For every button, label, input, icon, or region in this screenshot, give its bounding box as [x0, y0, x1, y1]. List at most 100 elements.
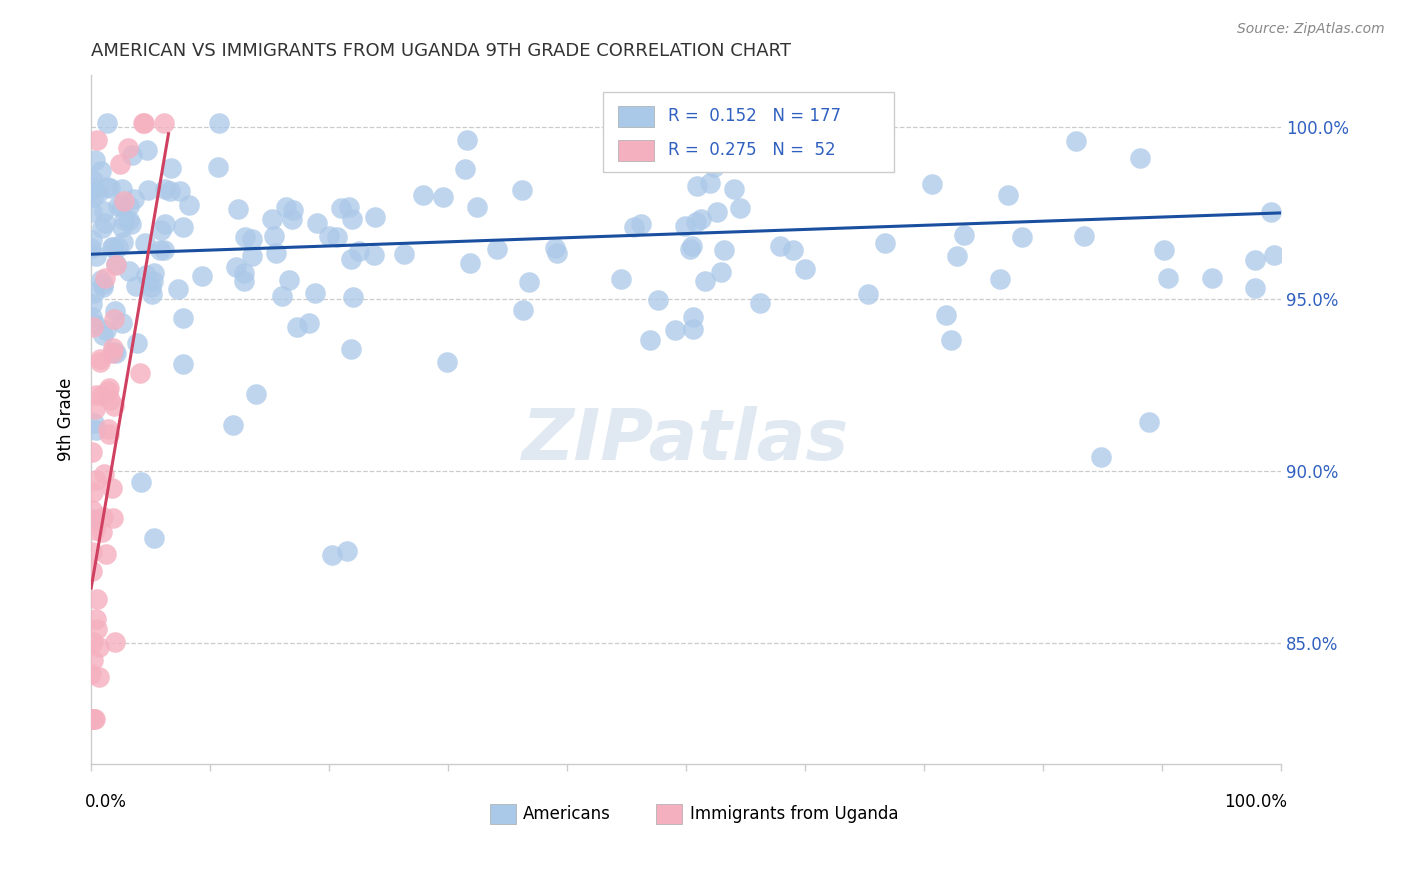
Point	[132, 116, 155, 130]
Text: AMERICAN VS IMMIGRANTS FROM UGANDA 9TH GRADE CORRELATION CHART: AMERICAN VS IMMIGRANTS FROM UGANDA 9TH G…	[91, 42, 792, 60]
Point	[623, 219, 645, 234]
Point	[96, 116, 118, 130]
Point	[326, 230, 349, 244]
Point	[89, 355, 111, 369]
Point	[82, 310, 104, 324]
Point	[546, 246, 568, 260]
Point	[97, 421, 120, 435]
Point	[91, 280, 114, 294]
Point	[91, 327, 114, 342]
Point	[80, 180, 103, 194]
Point	[120, 217, 142, 231]
Point	[97, 426, 120, 441]
Point	[103, 312, 125, 326]
Point	[321, 549, 343, 563]
Point	[706, 205, 728, 219]
Point	[80, 564, 103, 578]
Text: R =  0.152   N = 177: R = 0.152 N = 177	[668, 107, 841, 125]
Point	[264, 245, 287, 260]
Point	[143, 266, 166, 280]
Point	[118, 263, 141, 277]
Point	[1263, 247, 1285, 261]
Point	[1153, 244, 1175, 258]
Point	[153, 244, 176, 258]
Point	[172, 357, 194, 371]
Point	[84, 248, 107, 262]
Point	[82, 634, 104, 648]
Point	[82, 173, 104, 187]
Point	[177, 197, 200, 211]
Point	[84, 387, 107, 401]
Text: ZIPatlas: ZIPatlas	[523, 406, 849, 475]
Point	[682, 310, 704, 324]
Bar	[619, 106, 654, 127]
Point	[458, 256, 481, 270]
Point	[710, 265, 733, 279]
Point	[80, 297, 103, 311]
Point	[143, 531, 166, 545]
Point	[80, 712, 103, 726]
Point	[83, 712, 105, 726]
Point	[135, 143, 157, 157]
Point	[340, 211, 363, 226]
Point	[543, 241, 565, 255]
Point	[485, 242, 508, 256]
Point	[86, 612, 108, 626]
Point	[104, 257, 127, 271]
Point	[697, 144, 720, 158]
Point	[117, 199, 139, 213]
Point	[83, 712, 105, 726]
Point	[105, 346, 128, 360]
Point	[80, 667, 103, 681]
Bar	[657, 805, 682, 823]
Point	[94, 547, 117, 561]
Point	[83, 153, 105, 168]
Point	[89, 352, 111, 367]
Point	[190, 268, 212, 283]
Point	[98, 381, 121, 395]
Point	[695, 274, 717, 288]
Point	[101, 346, 124, 360]
Point	[91, 277, 114, 291]
Point	[83, 286, 105, 301]
Point	[945, 249, 967, 263]
Point	[517, 275, 540, 289]
Point	[664, 323, 686, 337]
Point	[87, 640, 110, 655]
Point	[682, 322, 704, 336]
Point	[84, 423, 107, 437]
Point	[432, 190, 454, 204]
Point	[129, 366, 152, 380]
Point	[274, 200, 297, 214]
Point	[330, 201, 353, 215]
Point	[1201, 271, 1223, 285]
Point	[713, 244, 735, 258]
Point	[285, 320, 308, 334]
Point	[364, 211, 387, 225]
Text: Immigrants from Uganda: Immigrants from Uganda	[689, 805, 898, 823]
Point	[86, 591, 108, 606]
Point	[86, 133, 108, 147]
Point	[149, 243, 172, 257]
Point	[82, 545, 104, 559]
Point	[91, 221, 114, 235]
Point	[673, 219, 696, 233]
Point	[82, 320, 104, 334]
Point	[111, 219, 134, 234]
Point	[782, 244, 804, 258]
Point	[118, 213, 141, 227]
Point	[112, 213, 135, 227]
Point	[1011, 230, 1033, 244]
Point	[169, 184, 191, 198]
Point	[935, 308, 957, 322]
Point	[208, 116, 231, 130]
Point	[436, 355, 458, 369]
Point	[82, 190, 104, 204]
Point	[1157, 271, 1180, 285]
Point	[699, 176, 721, 190]
Point	[226, 202, 249, 217]
Point	[703, 160, 725, 174]
Point	[107, 199, 129, 213]
Point	[1244, 281, 1267, 295]
Point	[172, 310, 194, 325]
